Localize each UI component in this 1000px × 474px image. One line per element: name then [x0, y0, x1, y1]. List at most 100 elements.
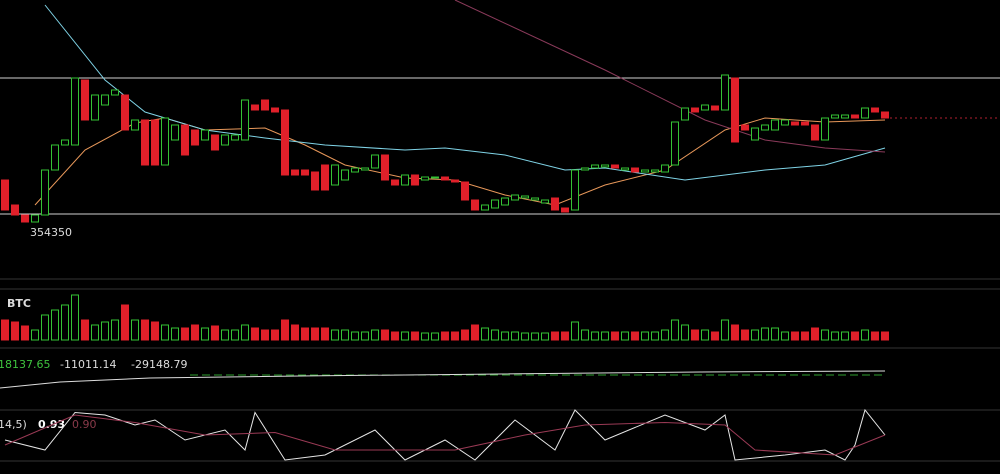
kdj-line	[4, 408, 886, 461]
volume-bar	[581, 329, 589, 341]
candle	[321, 164, 329, 191]
candle	[631, 167, 639, 173]
volume-bar	[341, 329, 349, 341]
candle	[401, 174, 409, 186]
volume-bar	[391, 331, 399, 341]
volume-bar	[881, 331, 889, 341]
candle	[411, 174, 419, 186]
candle	[731, 77, 739, 143]
volume-bar	[181, 327, 189, 341]
candle	[511, 194, 519, 201]
candle	[191, 129, 199, 146]
volume-bar	[531, 332, 539, 341]
candle	[101, 94, 109, 106]
volume-bar	[501, 331, 509, 341]
volume-bar	[461, 329, 469, 341]
candle	[421, 176, 429, 181]
candle	[241, 99, 249, 141]
candle	[391, 179, 399, 186]
candle	[801, 121, 809, 126]
volume-bar	[311, 327, 319, 341]
candle	[41, 169, 49, 216]
candle	[431, 176, 439, 179]
volume-bar	[271, 329, 279, 341]
candle	[601, 164, 609, 168]
volume-bar	[11, 321, 19, 341]
volume-bar	[141, 319, 149, 341]
volume-bar	[121, 304, 129, 341]
kdj-value: 0.90	[72, 418, 97, 431]
volume-bar	[711, 331, 719, 341]
candle	[841, 114, 849, 119]
candle	[541, 199, 549, 204]
candle	[291, 169, 299, 176]
volume-bar	[381, 329, 389, 341]
candle	[51, 144, 59, 171]
volume-bar	[721, 319, 729, 341]
volume-bar	[41, 314, 49, 341]
candle	[451, 179, 459, 183]
volume-bar	[281, 319, 289, 341]
volume-bar	[681, 324, 689, 341]
volume-bar	[791, 331, 799, 341]
kdj-line	[4, 414, 886, 456]
candle	[661, 164, 669, 173]
volume-bar	[731, 324, 739, 341]
candle	[221, 134, 229, 146]
candle	[831, 114, 839, 119]
candle	[611, 164, 619, 169]
candle	[151, 119, 159, 166]
candle	[341, 169, 349, 181]
volume-bar	[261, 329, 269, 341]
candle	[811, 124, 819, 141]
candle	[681, 107, 689, 121]
volume-bar	[651, 331, 659, 341]
volume-bar	[431, 332, 439, 341]
volume-bar	[491, 329, 499, 341]
candle	[371, 154, 379, 169]
volume-bar	[701, 329, 709, 341]
candle	[261, 99, 269, 111]
candle	[161, 117, 169, 166]
volume-bar	[61, 304, 69, 341]
volume-bar	[241, 324, 249, 341]
candle	[781, 119, 789, 126]
candle	[11, 204, 19, 216]
volume-bar	[811, 327, 819, 341]
candle	[861, 107, 869, 119]
candle	[481, 204, 489, 211]
volume-bar	[641, 331, 649, 341]
macd-value: -11011.14	[60, 358, 116, 371]
volume-bar	[21, 325, 29, 341]
candle	[1, 179, 9, 211]
volume-bar	[671, 319, 679, 341]
volume-bar	[801, 331, 809, 341]
candle	[71, 77, 79, 146]
volume-bar	[131, 319, 139, 341]
volume-bar	[741, 329, 749, 341]
volume-bar	[331, 329, 339, 341]
candle	[691, 107, 699, 113]
volume-bar	[231, 329, 239, 341]
candle	[351, 167, 359, 173]
candle	[571, 169, 579, 211]
volume-bar	[251, 327, 259, 341]
volume-bar	[821, 329, 829, 341]
macd-value: -29148.79	[131, 358, 187, 371]
volume-bar	[691, 329, 699, 341]
low-label: 354350	[30, 226, 72, 239]
candle	[201, 129, 209, 141]
candle	[881, 111, 889, 119]
volume-bar	[291, 324, 299, 341]
candle	[281, 109, 289, 176]
volume-bar	[511, 331, 519, 341]
candle	[331, 164, 339, 186]
volume-bar	[111, 319, 119, 341]
volume-bar	[71, 294, 79, 341]
candle	[591, 164, 599, 169]
candle	[531, 197, 539, 201]
volume-bar	[31, 329, 39, 341]
volume-bar	[81, 319, 89, 341]
candle	[771, 119, 779, 131]
volume-bar	[521, 332, 529, 341]
